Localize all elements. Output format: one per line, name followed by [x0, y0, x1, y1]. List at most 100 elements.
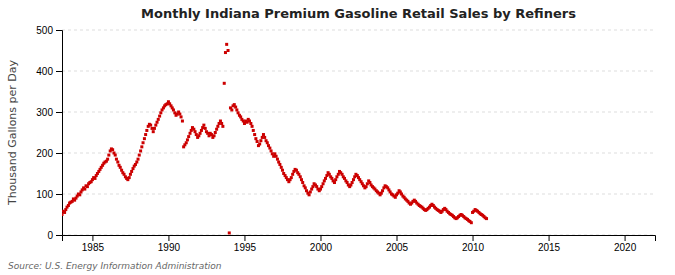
- point: [178, 113, 181, 116]
- point: [254, 137, 257, 140]
- point: [138, 154, 141, 157]
- point: [78, 193, 81, 196]
- tick-mark: [473, 235, 474, 241]
- point: [139, 149, 142, 152]
- point: [253, 133, 256, 136]
- point: [63, 211, 66, 214]
- point: [322, 182, 325, 185]
- point: [263, 136, 266, 139]
- point: [106, 158, 109, 161]
- point: [195, 133, 198, 136]
- point: [144, 133, 147, 136]
- tick-label: 200: [36, 148, 53, 159]
- point: [172, 108, 175, 111]
- point: [200, 129, 203, 132]
- point: [114, 154, 117, 157]
- point: [199, 132, 202, 135]
- annotation: Source: U.S. Energy Information Administ…: [8, 261, 222, 271]
- point: [115, 158, 118, 161]
- point: [352, 178, 355, 181]
- point: [190, 129, 193, 132]
- tick: 2015: [538, 235, 561, 253]
- point: [334, 178, 337, 181]
- tick: 1985: [82, 235, 105, 253]
- tick-mark: [56, 153, 62, 154]
- tick: 1995: [234, 235, 257, 253]
- point: [221, 125, 224, 128]
- point: [93, 177, 96, 180]
- point: [252, 129, 255, 132]
- point: [304, 186, 307, 189]
- point: [256, 140, 259, 143]
- point: [129, 173, 132, 176]
- grid-line: [62, 112, 655, 113]
- grid-line: [62, 30, 655, 31]
- point: [186, 138, 189, 141]
- point: [130, 170, 133, 173]
- point: [275, 155, 278, 158]
- tick-mark: [56, 112, 62, 113]
- tick-label: 2020: [614, 242, 637, 253]
- point: [189, 132, 192, 135]
- point: [142, 141, 145, 144]
- point: [249, 122, 252, 125]
- point: [262, 133, 265, 136]
- tick: 1990: [158, 235, 181, 253]
- chart: 1985199019952000200520102015202001002003…: [0, 0, 675, 275]
- point: [215, 128, 218, 131]
- point: [187, 135, 190, 138]
- point: [276, 158, 279, 161]
- tick-mark: [56, 30, 62, 31]
- y-grid: [62, 30, 655, 235]
- point: [213, 134, 216, 137]
- point: [204, 127, 207, 130]
- point: [485, 217, 488, 220]
- point: [308, 193, 311, 196]
- point: [333, 181, 336, 184]
- point: [180, 115, 183, 118]
- point: [152, 130, 155, 133]
- tick-mark: [56, 71, 62, 72]
- point: [156, 121, 159, 124]
- tick-label: 0: [47, 230, 53, 241]
- point: [225, 43, 228, 46]
- tick: 400: [36, 66, 62, 77]
- point: [268, 147, 271, 150]
- tick: 2005: [386, 235, 409, 253]
- point: [214, 131, 217, 134]
- tick-label: 2015: [538, 242, 561, 253]
- point: [290, 176, 293, 179]
- tick-label: 400: [36, 66, 53, 77]
- point: [234, 106, 237, 109]
- point: [270, 149, 273, 152]
- point: [228, 231, 231, 234]
- point: [259, 139, 262, 142]
- tick: 0: [47, 230, 62, 241]
- point: [185, 141, 188, 144]
- grid-line: [62, 71, 655, 72]
- point: [159, 111, 162, 114]
- point: [309, 190, 312, 193]
- point: [111, 148, 114, 151]
- tick-label: 1990: [158, 242, 181, 253]
- point: [299, 175, 302, 178]
- point: [216, 125, 219, 128]
- point: [235, 108, 238, 111]
- point: [194, 130, 197, 133]
- point: [278, 163, 281, 166]
- point: [181, 120, 184, 123]
- point: [223, 82, 226, 85]
- point: [137, 158, 140, 161]
- point: [227, 49, 230, 52]
- tick-mark: [397, 235, 398, 241]
- tick-label: 2000: [310, 242, 333, 253]
- point: [301, 181, 304, 184]
- point: [116, 161, 119, 164]
- axis-line: [56, 31, 63, 236]
- point: [365, 185, 368, 188]
- tick-label: 1985: [82, 242, 105, 253]
- tick: 2000: [310, 235, 333, 253]
- tick: 300: [36, 107, 62, 118]
- point: [251, 125, 254, 128]
- point: [135, 161, 138, 164]
